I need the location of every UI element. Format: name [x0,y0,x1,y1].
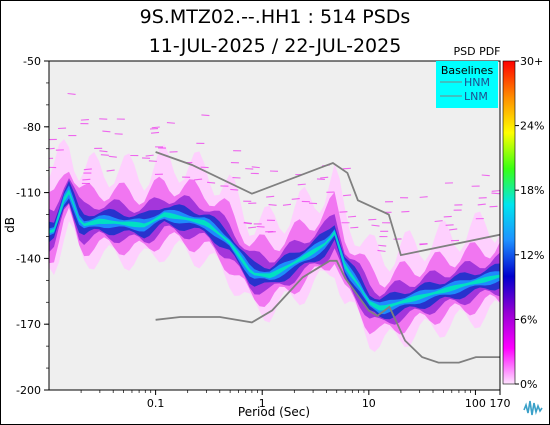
y-axis: -50 -80 -110 -140 -170 -200 [16,55,49,397]
outlier-trace [491,190,500,192]
outlier-trace [251,166,260,169]
legend-title: Baselines [441,64,494,77]
outlier-trace [371,224,380,227]
outlier-trace [434,220,443,223]
outlier-trace [49,147,55,150]
outlier-trace [443,215,452,218]
chart-title: 9S.MTZ02.--.HH1 : 514 PSDs [139,6,411,28]
colorbar-ticks: 30+ 24% 18% 12% 6% 0% [515,55,544,391]
x-tick-label: 170 [490,397,511,410]
outlier-trace [320,176,329,179]
outlier-trace [347,215,357,218]
chart-subtitle: 11-JUL-2025 / 22-JUL-2025 [148,35,402,57]
outlier-trace [99,150,108,153]
psd-density-layer [49,92,500,352]
legend-entry-lnm: LNM [464,90,488,103]
outlier-trace [449,228,458,231]
outlier-trace [201,114,210,117]
outlier-trace [83,168,92,171]
logo-icon [521,396,545,420]
legend-box [436,61,498,108]
outlier-trace [291,198,300,200]
outlier-trace [67,92,76,95]
outlier-trace [145,154,154,157]
x-axis-label: Period (Sec) [238,405,310,419]
outlier-trace [489,205,498,208]
outlier-trace [100,154,109,156]
outlier-trace [491,192,500,195]
outlier-trace [268,204,277,206]
colorbar [502,60,516,385]
outlier-trace [108,155,117,158]
colorbar-tick-label: 0% [520,378,537,391]
outlier-trace [342,167,351,170]
y-tick-label: -170 [16,318,41,331]
baseline-hnm [155,151,500,257]
x-tick-label: 1 [259,397,266,410]
outlier-trace [148,160,157,162]
outlier-trace [350,226,359,229]
y-tick-label: -50 [23,55,41,68]
outlier-trace [194,178,203,181]
x-axis: 0.1 1 10 100 170 [80,390,511,410]
outlier-trace [266,195,275,198]
outlier-trace [150,131,160,134]
outlier-trace [106,169,115,172]
y-tick-label: -140 [16,252,41,265]
outlier-trace [166,121,175,124]
x-tick-label: 0.1 [147,397,165,410]
baselines-layer [155,151,500,364]
legend-entry-hnm: HNM [464,76,490,89]
outlier-trace [248,226,257,229]
outlier-trace [343,194,352,197]
outlier-trace [339,211,348,213]
y-axis-label: dB [3,217,17,233]
outlier-trace [151,126,160,129]
x-tick-label: 10 [362,397,376,410]
outlier-trace [82,178,91,181]
outlier-trace [102,130,111,133]
outlier-trace [297,183,306,186]
y-tick-label: -200 [16,384,41,397]
outlier-trace [80,119,89,121]
colorbar-title: PSD PDF [453,45,500,58]
outlier-trace [419,196,428,198]
colorbar-tick-label: 12% [520,249,544,262]
plot-border [48,60,501,391]
y-tick-label: -80 [23,121,41,134]
outlier-trace [230,188,239,191]
colorbar-tick-label: 24% [520,120,544,133]
x-tick-label: 100 [465,397,486,410]
colorbar-tick-label: 6% [520,313,537,326]
outlier-trace [377,249,386,252]
baseline-lnm [155,259,500,364]
outlier-trace [445,224,454,226]
outlier-trace [243,222,252,225]
outlier-trace [477,203,486,206]
outlier-trace [207,181,216,184]
outlier-trace [378,244,387,247]
outlier-trace [316,178,325,181]
outlier-trace [481,174,490,177]
y-tick-label: -110 [16,187,41,200]
colorbar-tick-label: 18% [520,184,544,197]
outlier-trace [282,203,292,206]
outlier-trace [256,225,265,228]
colorbar-tick-label: 30+ [520,55,543,68]
